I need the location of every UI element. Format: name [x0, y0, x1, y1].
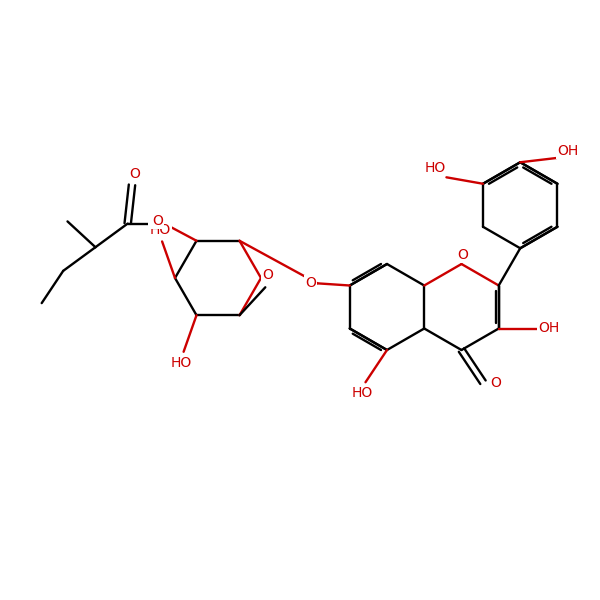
- Text: OH: OH: [538, 322, 559, 335]
- Text: HO: HO: [425, 161, 446, 175]
- Text: O: O: [130, 167, 140, 181]
- Text: O: O: [491, 376, 502, 390]
- Text: O: O: [457, 248, 468, 262]
- Text: HO: HO: [149, 223, 171, 238]
- Text: O: O: [305, 277, 316, 290]
- Text: HO: HO: [352, 386, 373, 400]
- Text: OH: OH: [557, 144, 578, 158]
- Text: O: O: [263, 268, 274, 282]
- Text: HO: HO: [171, 356, 192, 370]
- Text: O: O: [152, 214, 163, 227]
